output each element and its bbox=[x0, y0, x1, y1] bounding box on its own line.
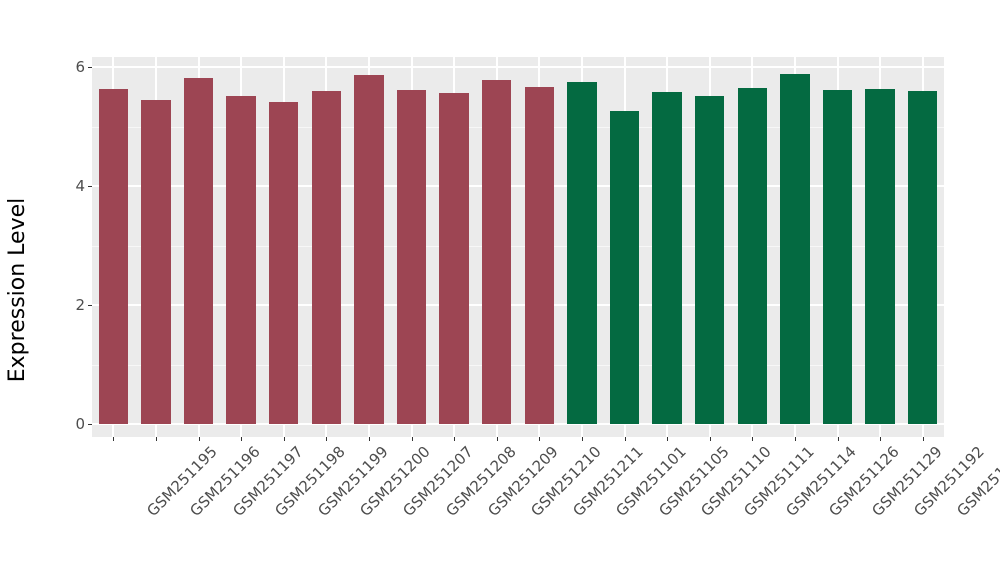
gridline-major-horizontal bbox=[92, 66, 944, 68]
x-axis-tick-mark bbox=[368, 437, 370, 441]
bar bbox=[482, 80, 512, 424]
x-axis-labels: GSM251195 GSM251196 GSM251197 GSM251198 GSM2… bbox=[92, 443, 1000, 564]
x-axis-tick-mark bbox=[113, 437, 115, 441]
y-axis-tick-mark bbox=[88, 66, 92, 68]
y-axis-tick-mark bbox=[88, 423, 92, 425]
plot-panel bbox=[92, 57, 944, 437]
y-axis-title: Expression Level bbox=[4, 197, 30, 383]
x-axis-tick-mark bbox=[198, 437, 200, 441]
x-axis-tick-mark bbox=[880, 437, 882, 441]
bar bbox=[311, 91, 341, 424]
x-axis-ticks bbox=[92, 437, 944, 442]
x-axis-tick-mark bbox=[752, 437, 754, 441]
bar bbox=[396, 90, 427, 424]
bar bbox=[524, 87, 554, 424]
x-axis-tick-mark bbox=[922, 437, 924, 441]
x-axis-tick-mark bbox=[283, 437, 285, 441]
y-axis-tick-label: 4 bbox=[75, 176, 85, 195]
y-axis-tick-label: 2 bbox=[75, 295, 85, 314]
bar bbox=[567, 81, 597, 424]
bar bbox=[98, 89, 128, 424]
bar bbox=[908, 90, 938, 424]
x-axis-tick-mark bbox=[496, 437, 498, 441]
bar bbox=[269, 102, 299, 424]
x-axis-tick-mark bbox=[794, 437, 796, 441]
x-axis-tick-mark bbox=[241, 437, 243, 441]
x-axis-tick-mark bbox=[581, 437, 583, 441]
x-axis-tick-mark bbox=[326, 437, 328, 441]
x-axis-tick-mark bbox=[667, 437, 669, 441]
gridline-major-horizontal bbox=[92, 423, 944, 425]
bar bbox=[439, 93, 469, 424]
gridline-minor-horizontal bbox=[92, 126, 944, 128]
bar bbox=[780, 74, 810, 424]
x-axis-tick-mark bbox=[837, 437, 839, 441]
x-axis-tick-mark bbox=[624, 437, 626, 441]
y-axis-tick-label: 0 bbox=[75, 414, 85, 433]
bar bbox=[183, 78, 214, 424]
gridline-minor-horizontal bbox=[92, 245, 944, 247]
x-axis-tick-mark bbox=[539, 437, 541, 441]
gridline-major-horizontal bbox=[92, 185, 944, 187]
y-axis-tick-label: 6 bbox=[75, 57, 85, 76]
bar bbox=[354, 75, 384, 424]
y-axis-tick-mark bbox=[88, 185, 92, 187]
gridline-minor-horizontal bbox=[92, 364, 944, 366]
bar bbox=[822, 90, 853, 424]
x-axis-tick-mark bbox=[709, 437, 711, 441]
y-axis-tick-mark bbox=[88, 304, 92, 306]
bar bbox=[865, 89, 895, 424]
x-axis-tick-mark bbox=[411, 437, 413, 441]
y-axis: 0 2 4 6 bbox=[40, 57, 92, 437]
bar bbox=[609, 111, 640, 424]
bar bbox=[141, 99, 171, 424]
x-axis-tick-mark bbox=[155, 437, 157, 441]
bar bbox=[652, 92, 682, 424]
bar bbox=[695, 96, 725, 424]
bar bbox=[737, 88, 767, 424]
gridline-major-horizontal bbox=[92, 304, 944, 306]
bar bbox=[226, 95, 256, 424]
x-axis-tick-mark bbox=[454, 437, 456, 441]
